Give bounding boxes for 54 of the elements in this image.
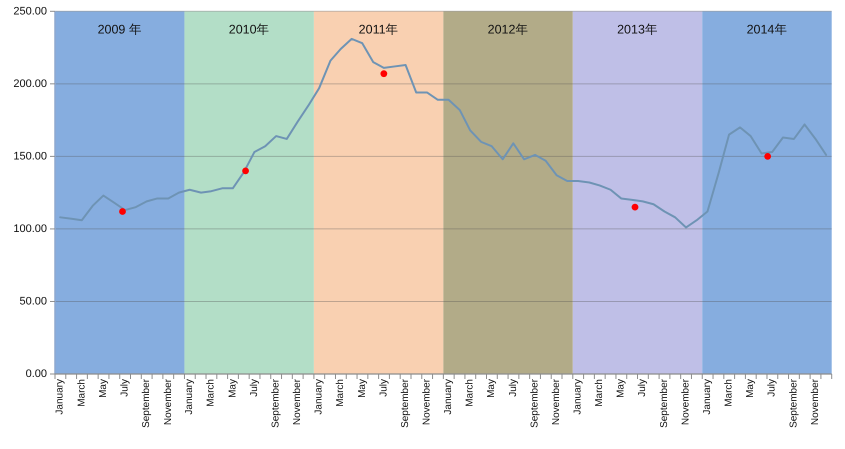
line-series	[59, 38, 828, 228]
x-tick-label: March	[335, 379, 346, 407]
x-tick-label: July	[119, 379, 130, 397]
x-tick-label: January	[572, 379, 584, 415]
x-tick-label: March	[206, 379, 217, 407]
y-tick-label: 0.00	[26, 368, 47, 380]
band-label: 2011年	[358, 22, 399, 36]
band-label: 2014年	[746, 22, 788, 36]
y-tick-label: 50.00	[19, 295, 47, 308]
x-tick-label: September	[270, 378, 282, 428]
x-tick-label: November	[162, 378, 174, 426]
x-tick-label: July	[637, 379, 648, 397]
x-tick-label: March	[76, 379, 88, 407]
point	[242, 167, 249, 174]
x-tick-label: September	[400, 378, 412, 428]
x-tick-label: November	[551, 378, 562, 426]
y-tick-label: 100.00	[13, 222, 47, 235]
point	[119, 208, 126, 215]
band-label: 2010年	[228, 22, 270, 36]
y-tick-label: 150.00	[13, 150, 47, 162]
x-tick-label: July	[248, 379, 260, 397]
x-tick-label: November	[422, 378, 433, 426]
x-tick-label: September	[788, 378, 800, 428]
x-tick-label: January	[54, 379, 66, 415]
x-tick-label: November	[292, 378, 304, 426]
x-tick-label: May	[356, 379, 368, 398]
x-tick-label: May	[745, 379, 756, 398]
point	[380, 70, 388, 78]
x-tick-label: July	[378, 379, 390, 397]
x-tick-label: May	[486, 379, 498, 398]
x-tick-label: January	[314, 379, 325, 415]
x-tick-label: March	[594, 379, 606, 407]
x-tick-label: November	[810, 378, 822, 426]
x-tick-label: July	[766, 379, 778, 397]
x-tick-label: July	[508, 379, 519, 397]
x-tick-label: May	[98, 379, 109, 398]
x-tick-label: September	[658, 378, 670, 428]
x-tick-label: January	[184, 379, 196, 415]
point	[764, 152, 772, 160]
y-tick-label: 200.00	[13, 78, 47, 90]
x-tick-label: March	[724, 379, 735, 407]
point	[632, 204, 638, 211]
x-tick-label: May	[227, 379, 238, 398]
band-label: 2013年	[617, 22, 658, 36]
x-tick-label: May	[616, 379, 627, 398]
x-tick-label: January	[443, 379, 454, 415]
band-label: 2012年	[488, 22, 528, 36]
band-label: 2009 年	[98, 22, 142, 36]
x-tick-label: November	[680, 378, 692, 426]
x-tick-label: September	[530, 378, 541, 428]
x-tick-label: September	[141, 378, 152, 428]
x-tick-label: March	[464, 379, 476, 407]
x-tick-label: January	[702, 379, 713, 415]
y-tick-label: 250.00	[13, 5, 47, 18]
